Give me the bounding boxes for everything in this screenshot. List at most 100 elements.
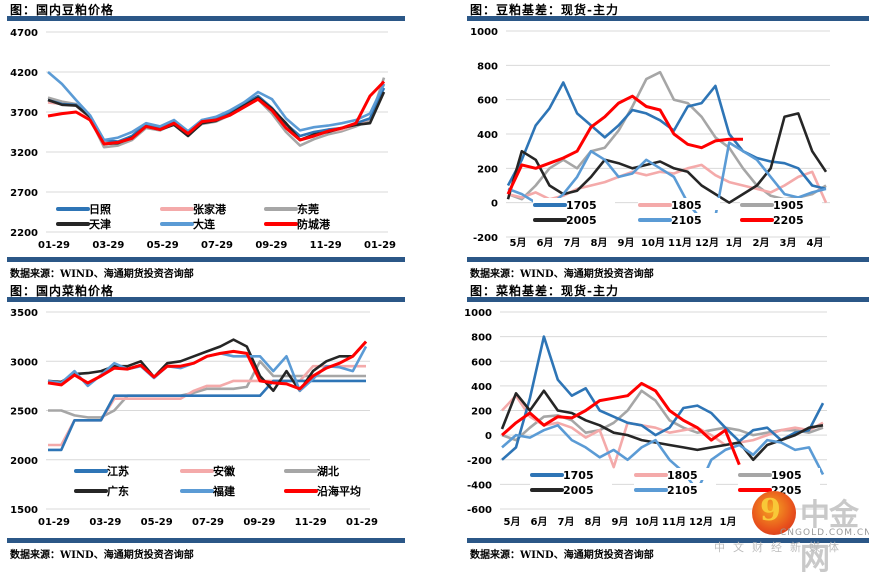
- x-tick-label: 1月: [726, 237, 743, 249]
- x-tick-label: 8月: [591, 237, 608, 249]
- legend-label: 日照: [89, 203, 111, 216]
- y-tick-label: 200: [477, 164, 498, 175]
- y-tick-label: 0: [491, 199, 498, 210]
- title-divider: [467, 16, 869, 21]
- chart-title: 图：菜粕基差：现货-主力: [470, 284, 619, 298]
- x-tick-label: 1月: [720, 516, 737, 528]
- y-tick-label: 800: [471, 333, 492, 344]
- y-tick-label: 0: [485, 431, 492, 442]
- x-tick-label: 03-29: [89, 517, 121, 528]
- y-tick-label: 2700: [10, 188, 38, 199]
- legend-label: 大连: [193, 217, 216, 231]
- y-tick-label: 4200: [10, 68, 38, 79]
- x-tick-label: 3月: [780, 237, 797, 249]
- legend-label: 2105: [667, 484, 698, 497]
- x-tick-label: 10月: [635, 516, 659, 528]
- chart-title: 图：国内菜粕价格: [10, 284, 115, 298]
- legend-label: 1705: [563, 469, 594, 482]
- x-tick-label: 8月: [585, 516, 602, 528]
- legend-label: 1905: [773, 199, 804, 212]
- x-tick-label: 11-29: [295, 517, 327, 528]
- data-source-note: 数据来源：WIND、海通期货投资咨询部: [470, 269, 654, 280]
- x-tick-label: 11-29: [310, 240, 342, 251]
- chart-panel-rapeseed-meal-price: 图：国内菜粕价格 1500 2000 2500 3000 3500 01-29 03-29 0…: [0, 281, 410, 562]
- chart-panel-soymeal-price: 图：国内豆粕价格 2200 2700 3200 3700 4200 4700 01-29 03…: [0, 0, 410, 281]
- y-tick-label: 400: [477, 130, 498, 141]
- y-tick-label: -200: [473, 233, 498, 244]
- title-divider: [467, 297, 869, 302]
- data-source-note: 数据来源：WIND、海通期货投资咨询部: [470, 550, 654, 561]
- y-tick-label: 800: [477, 61, 498, 72]
- x-tick-label: 2月: [753, 237, 770, 249]
- chart-panel-rapeseed-meal-basis: 图：菜粕基差：现货-主力 -600 -400 -200 0 200 400 600 800 10…: [460, 281, 869, 562]
- y-tick-label: 600: [471, 357, 492, 368]
- x-tick-label: 7月: [558, 516, 575, 528]
- x-tick-label: 01-29: [38, 517, 70, 528]
- series-line-1905: [501, 389, 824, 442]
- legend-label: 2205: [771, 484, 802, 497]
- y-tick-label: 1000: [464, 308, 492, 319]
- x-tick-label: 10月: [641, 237, 665, 249]
- series-line-防城港: [47, 80, 386, 146]
- series-line-2105: [507, 141, 827, 222]
- series-line-广东: [47, 338, 367, 393]
- legend-label: 张家港: [193, 202, 227, 216]
- chart-panel-soymeal-basis: 图：豆粕基差：现货-主力 -200 0 200 400 600 800 1000 5月 6月 7月…: [460, 0, 869, 281]
- data-source-note: 数据来源：WIND、海通期货投资咨询部: [10, 550, 194, 561]
- x-tick-label: 11月: [662, 516, 686, 528]
- series-line-1905: [507, 70, 827, 201]
- y-tick-label: 3700: [10, 108, 38, 119]
- series-line-2205: [501, 381, 741, 466]
- series-line-2005: [500, 389, 824, 462]
- legend-label: 1805: [667, 469, 698, 482]
- legend-label: 2005: [566, 214, 597, 227]
- line-chart: 1500 2000 2500 3000 3500 01-29 03-29 05-29 07-29…: [10, 308, 378, 528]
- x-tick-label: 12月: [695, 237, 719, 249]
- x-tick-label: 05-29: [141, 517, 173, 528]
- line-chart: -200 0 200 400 600 800 1000 5月 6月 7月 8月 9月 10月 11月 12月…: [470, 27, 830, 249]
- legend-label: 安徽: [213, 464, 236, 478]
- x-tick-label: 5月: [510, 237, 527, 249]
- x-tick-label: 5月: [504, 516, 521, 528]
- legend-label: 1705: [566, 199, 597, 212]
- legend-label: 东莞: [297, 202, 319, 216]
- y-tick-label: 1500: [10, 505, 38, 516]
- data-source-note: 数据来源：WIND、海通期货投资咨询部: [10, 269, 194, 280]
- x-tick-label: 6月: [537, 237, 554, 249]
- y-tick-label: 3200: [10, 148, 38, 159]
- y-tick-label: 2200: [10, 228, 38, 239]
- x-tick-label: 01-29: [364, 240, 396, 251]
- line-chart: -600 -400 -200 0 200 400 600 800 1000 5月 6月 7月 8月 9月 1…: [464, 308, 827, 528]
- x-tick-label: 01-29: [38, 240, 70, 251]
- series-line-沿海平均: [47, 340, 368, 391]
- x-tick-label: 07-29: [192, 517, 224, 528]
- y-tick-label: 2000: [10, 456, 38, 467]
- chart-title: 图：国内豆粕价格: [10, 3, 115, 17]
- source-divider: [467, 257, 869, 262]
- x-tick-label: 09-29: [243, 517, 275, 528]
- series-line-2205: [506, 94, 743, 195]
- legend-label: 防城港: [297, 217, 331, 231]
- x-tick-label: 11月: [668, 237, 692, 249]
- y-tick-label: 600: [477, 96, 498, 107]
- source-divider: [7, 538, 405, 543]
- y-tick-label: 4700: [10, 28, 38, 39]
- title-divider: [7, 16, 405, 21]
- x-tick-label: 03-29: [92, 240, 124, 251]
- legend-label: 沿海平均: [317, 484, 361, 498]
- legend-label: 天津: [89, 217, 111, 231]
- series-line-1705: [501, 335, 825, 461]
- x-tick-label: 4月: [807, 237, 824, 249]
- series-line-2105: [501, 424, 825, 492]
- series-line-江苏: [48, 379, 366, 452]
- y-tick-label: 400: [471, 382, 492, 393]
- x-tick-label: 7月: [564, 237, 581, 249]
- y-tick-label: 2500: [10, 407, 38, 418]
- source-divider: [7, 257, 405, 262]
- line-chart: 2200 2700 3200 3700 4200 4700 01-29 03-29 05-29 0…: [10, 28, 396, 251]
- x-tick-label: 05-29: [147, 240, 179, 251]
- y-tick-label: -200: [467, 456, 492, 467]
- y-tick-label: -400: [467, 480, 492, 491]
- legend-label: 2205: [773, 214, 804, 227]
- legend-label: 2005: [563, 484, 594, 497]
